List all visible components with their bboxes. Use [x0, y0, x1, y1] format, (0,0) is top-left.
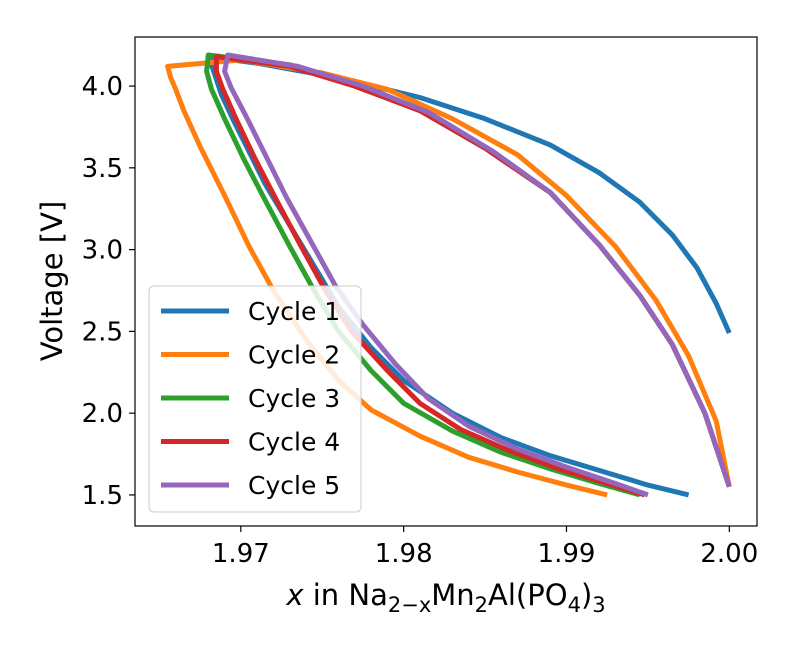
x-tick-label: 2.00	[700, 539, 758, 569]
x-axis-title-part: in Na	[304, 578, 388, 612]
x-axis-title-sub: 3	[592, 593, 605, 617]
legend-label: Cycle 2	[248, 341, 340, 370]
x-axis-title-sub: 4	[568, 593, 581, 617]
y-tick-label: 3.5	[82, 154, 123, 184]
y-axis-title: Voltage [V]	[35, 201, 69, 361]
legend-label: Cycle 1	[248, 297, 340, 326]
legend-label: Cycle 4	[248, 428, 340, 457]
x-axis-title-part: Mn	[431, 578, 474, 612]
series-line-cycle-1	[205, 54, 732, 498]
legend-entries: Cycle 1 Cycle 2 Cycle 3 Cycle 4 Cycle 5	[161, 297, 340, 500]
y-tick-label: 3.0	[82, 236, 123, 266]
y-tick-label: 1.5	[82, 481, 123, 511]
series-line-cycle-2	[165, 57, 732, 498]
x-axis-ticks: 1.97 1.98 1.99 2.00	[212, 526, 758, 569]
legend: Cycle 1 Cycle 2 Cycle 3 Cycle 4 Cycle 5	[148, 285, 362, 513]
plot-frame	[134, 36, 758, 527]
x-axis-title-sub: 2−x	[388, 593, 431, 617]
y-tick-label: 2.0	[82, 399, 123, 429]
legend-label: Cycle 3	[248, 384, 340, 413]
legend-box	[148, 285, 362, 513]
x-axis-title-var: x	[285, 578, 304, 612]
x-tick-label: 1.98	[375, 539, 433, 569]
legend-label: Cycle 5	[248, 471, 340, 500]
x-axis-title-sub: 2	[475, 593, 488, 617]
y-tick-label: 4.0	[82, 72, 123, 102]
x-tick-label: 1.97	[212, 539, 270, 569]
y-axis-ticks: 1.5 2.0 2.5 3.0 3.5 4.0	[82, 72, 135, 511]
x-axis-title: x in Na2−xMn2Al(PO4)3	[285, 578, 605, 617]
y-tick-label: 2.5	[82, 317, 123, 347]
x-axis-title-part: )	[581, 578, 592, 612]
x-tick-label: 1.99	[538, 539, 596, 569]
series-layer	[165, 52, 732, 498]
x-axis-title-part: Al(PO	[488, 578, 568, 612]
series-line-cycle-5	[222, 52, 732, 498]
